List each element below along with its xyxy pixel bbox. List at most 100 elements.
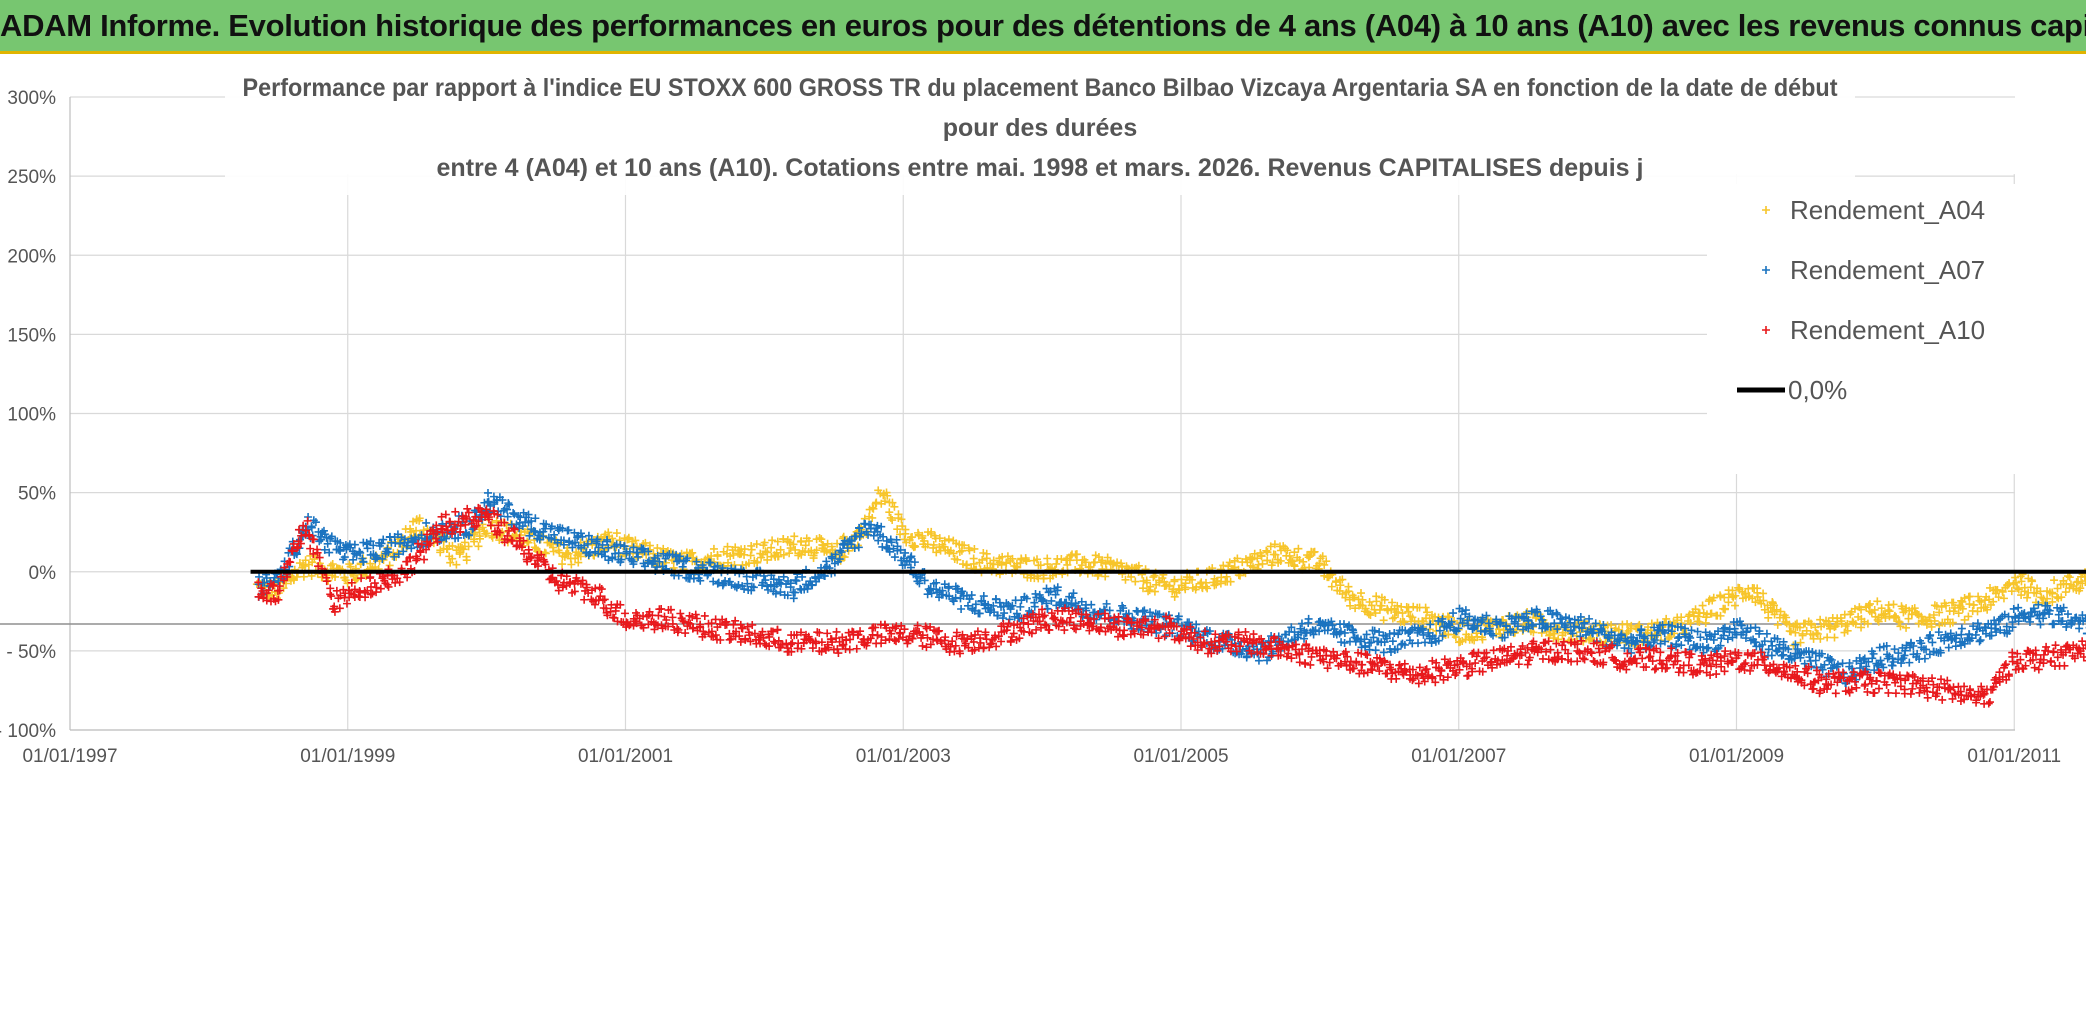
data-point-a07 <box>673 557 682 566</box>
data-point-a04 <box>815 534 824 543</box>
data-point-a04 <box>1686 619 1695 628</box>
data-point-a07 <box>1192 620 1201 629</box>
x-tick-label: 01/01/2011 <box>1967 746 2061 767</box>
y-axis-ticks: 300% 250% 200% 150% 100% 50% 0% - 50% - 100% <box>0 88 56 742</box>
data-point-a04 <box>1824 620 1833 629</box>
data-point-a04 <box>1989 597 1998 606</box>
data-point-a07 <box>394 550 403 559</box>
data-point-a04 <box>1830 633 1839 642</box>
data-point-a07 <box>614 549 623 558</box>
data-point-a04 <box>932 548 941 557</box>
data-point-a07 <box>910 558 919 567</box>
data-point-a07 <box>407 544 416 553</box>
data-point-a07 <box>323 539 332 548</box>
data-point-a04 <box>752 540 761 549</box>
data-point-a07 <box>698 561 707 570</box>
data-point-a07 <box>873 521 882 530</box>
data-point-a07 <box>940 580 949 589</box>
data-point-a04 <box>1247 555 1256 564</box>
data-point-a04 <box>612 529 621 538</box>
data-point-a04 <box>1702 613 1711 622</box>
data-point-a04 <box>760 538 769 547</box>
data-point-a07 <box>1030 602 1039 611</box>
data-point-a07 <box>714 578 723 587</box>
data-point-a04 <box>812 546 821 555</box>
data-point-a07 <box>847 536 856 545</box>
y-tick-label: 300% <box>7 88 56 109</box>
data-point-a04 <box>2048 597 2057 606</box>
data-point-a04 <box>1295 556 1304 565</box>
data-point-a04 <box>1977 598 1986 607</box>
data-point-a07 <box>547 522 556 531</box>
data-point-a07 <box>1067 593 1076 602</box>
data-point-a07 <box>1047 596 1056 605</box>
data-point-a07 <box>1138 607 1147 616</box>
data-point-a07 <box>454 533 463 542</box>
data-point-a04 <box>1720 605 1729 614</box>
data-point-a07 <box>901 560 910 569</box>
data-point-a07 <box>315 537 324 546</box>
data-point-a07 <box>509 509 518 518</box>
data-point-a04 <box>776 545 785 554</box>
data-point-a04 <box>1258 559 1267 568</box>
data-point-a04 <box>989 556 998 565</box>
data-point-a07 <box>1022 594 1031 603</box>
data-point-a04 <box>1751 598 1760 607</box>
data-point-a07 <box>877 522 886 531</box>
data-point-a07 <box>791 576 800 585</box>
data-point-a04 <box>1759 596 1768 605</box>
data-point-a04 <box>1985 595 1994 604</box>
y-tick-label: 200% <box>7 246 56 267</box>
data-point-a04 <box>949 549 958 558</box>
data-point-a04 <box>1816 634 1825 643</box>
data-point-a04 <box>789 540 798 549</box>
data-point-a04 <box>1929 611 1938 620</box>
data-point-a07 <box>762 582 771 591</box>
data-point-a04 <box>997 560 1006 569</box>
data-point-a04 <box>2061 588 2070 597</box>
data-point-a04 <box>573 551 582 560</box>
data-point-a07 <box>653 551 662 560</box>
data-point-a04 <box>554 546 563 555</box>
data-point-a04 <box>1870 605 1879 614</box>
data-point-a07 <box>839 540 848 549</box>
data-point-a07 <box>598 540 607 549</box>
data-point-a04 <box>1036 561 1045 570</box>
data-point-a07 <box>783 591 792 600</box>
data-point-a07 <box>1053 583 1062 592</box>
data-point-a04 <box>688 548 697 557</box>
data-point-a04 <box>1263 556 1272 565</box>
data-point-a04 <box>2050 576 2059 585</box>
data-point-a04 <box>779 550 788 559</box>
data-point-a04 <box>1350 593 1359 602</box>
data-point-a04 <box>1271 550 1280 559</box>
data-point-a04 <box>1954 609 1963 618</box>
data-point-a04 <box>1894 617 1903 626</box>
data-point-a07 <box>749 583 758 592</box>
y-tick-label: - 50% <box>6 642 56 663</box>
data-point-a04 <box>1400 618 1409 627</box>
data-point-a04 <box>1531 613 1540 622</box>
data-point-a04 <box>1811 623 1820 632</box>
data-point-a07 <box>594 543 603 552</box>
data-point-a07 <box>320 545 329 554</box>
x-tick-label: 01/01/2009 <box>1689 746 1784 767</box>
data-point-a04 <box>723 542 732 551</box>
data-point-a04 <box>763 555 772 564</box>
data-point-a04 <box>1698 601 1707 610</box>
data-point-a07 <box>1012 609 1021 618</box>
data-point-a04 <box>1299 557 1308 566</box>
data-point-a04 <box>2084 568 2086 571</box>
data-point-a04 <box>1139 584 1148 593</box>
data-point-a07 <box>1284 637 1293 646</box>
data-point-a04 <box>1387 605 1396 614</box>
data-point-a07 <box>692 557 701 566</box>
data-point-a07 <box>879 532 888 541</box>
data-point-a04 <box>2023 593 2032 602</box>
data-point-a07 <box>1281 630 1290 639</box>
data-point-a04 <box>823 539 832 548</box>
data-point-a07 <box>655 557 664 566</box>
data-point-a04 <box>1398 609 1407 618</box>
data-point-a04 <box>1816 615 1825 624</box>
data-point-a04 <box>944 535 953 544</box>
